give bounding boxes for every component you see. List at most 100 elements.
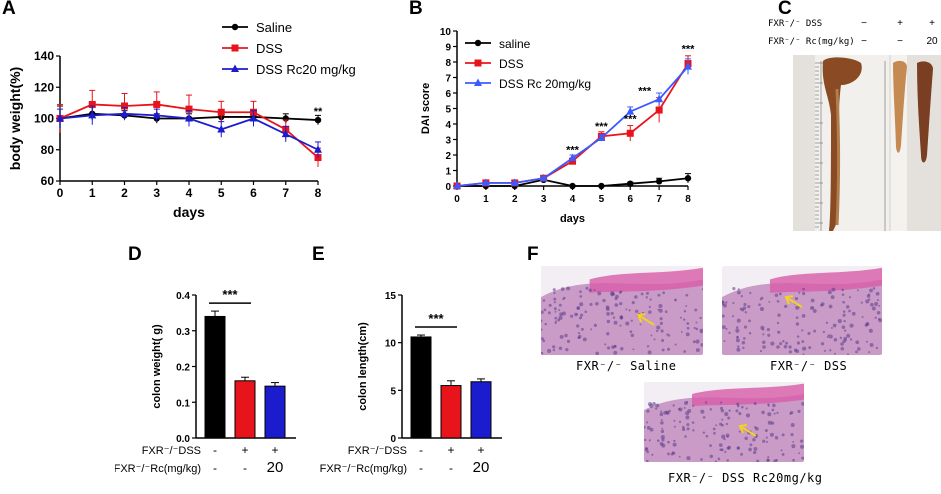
nucleus-dot	[686, 322, 690, 325]
nucleus-dot	[820, 342, 825, 346]
nucleus-dot	[875, 346, 879, 350]
nucleus-dot	[766, 459, 770, 462]
nucleus-dot	[802, 287, 805, 291]
data-point	[684, 62, 692, 70]
histology-dss-drawing	[722, 266, 882, 355]
bar	[204, 315, 226, 439]
muscle-layer	[692, 383, 804, 406]
nucleus-dot	[872, 287, 876, 290]
nucleus-dot	[721, 418, 724, 421]
nucleus-dot	[875, 291, 880, 296]
data-point	[314, 145, 322, 153]
x-tick-label: 3	[541, 194, 547, 205]
photo-row2-val-1: −	[861, 36, 867, 47]
nucleus-dot	[800, 444, 804, 449]
nucleus-dot	[614, 345, 617, 348]
nucleus-dot	[725, 327, 728, 330]
data-point	[597, 133, 606, 141]
nucleus-dot	[629, 330, 633, 334]
nucleus-dot	[849, 323, 854, 328]
nucleus-dot	[579, 316, 583, 320]
nucleus-dot	[868, 298, 871, 301]
data-point	[539, 173, 548, 182]
y-tick-label: 5	[390, 386, 396, 397]
nucleus-dot	[577, 332, 581, 335]
data-point	[626, 107, 635, 115]
nucleus-dot	[776, 345, 780, 349]
nucleus-dot	[735, 338, 740, 343]
panel-letter-c: C	[778, 0, 792, 19]
nucleus-dot	[766, 440, 769, 443]
nucleus-dot	[542, 299, 546, 302]
x-tick-label: 0	[57, 186, 64, 200]
nucleus-dot	[772, 403, 776, 408]
nucleus-dot	[552, 348, 556, 352]
y-tick-label: 7	[445, 74, 451, 85]
nucleus-dot	[790, 423, 795, 428]
nucleus-dot	[846, 305, 850, 309]
nucleus-dot	[792, 441, 795, 443]
x-axis-label: days	[560, 213, 585, 225]
nucleus-dot	[646, 426, 651, 430]
nucleus-dot	[768, 301, 771, 303]
nucleus-dot	[681, 427, 686, 432]
nucleus-dot	[851, 311, 856, 316]
nucleus-dot	[692, 340, 696, 344]
photo-c-labels: FXR⁻/⁻ DSS − + + FXR⁻/⁻ Rc(mg/kg) − − 20	[768, 18, 938, 47]
nucleus-dot	[647, 350, 652, 355]
bar-row2-value: 20	[267, 459, 284, 476]
y-tick-label: 9	[445, 43, 451, 54]
nucleus-dot	[759, 307, 764, 312]
nucleus-dot	[541, 319, 543, 323]
nucleus-dot	[724, 450, 727, 453]
legend-label: DSS Rc20 mg/kg	[256, 62, 356, 77]
nucleus-dot	[736, 335, 739, 339]
nucleus-dot	[685, 293, 689, 297]
nucleus-dot	[767, 412, 772, 417]
nucleus-dot	[840, 346, 845, 351]
nucleus-dot	[558, 309, 561, 312]
nucleus-dot	[849, 338, 853, 341]
nucleus-dot	[667, 452, 670, 456]
nucleus-dot	[865, 299, 870, 304]
nucleus-dot	[833, 337, 838, 342]
nucleus-dot	[584, 310, 588, 314]
nucleus-dot	[657, 293, 661, 297]
nucleus-dot	[548, 303, 552, 307]
chart-b-dai-score: 0 1 2 3 4 5 6 7 8 9 10 0 1 2 3 4 5 6 7 8 days DAI score saline…	[420, 27, 695, 225]
nucleus-dot	[602, 298, 606, 303]
data-point	[626, 129, 634, 137]
nucleus-dot	[661, 438, 665, 442]
nucleus-dot	[830, 295, 835, 300]
y-tick-label: 100	[34, 112, 54, 126]
nucleus-dot	[795, 305, 800, 310]
nucleus-dot	[810, 298, 815, 303]
panel-letter-b: B	[409, 0, 423, 19]
nucleus-dot	[648, 305, 651, 309]
nucleus-dot	[830, 327, 833, 329]
nucleus-dot	[878, 318, 880, 321]
nucleus-dot	[580, 313, 584, 317]
nucleus-dot	[541, 328, 543, 331]
nucleus-dot	[630, 319, 633, 322]
nucleus-dot	[801, 329, 804, 332]
nucleus-dot	[648, 439, 651, 442]
bar-row1-value: +	[241, 443, 248, 457]
nucleus-dot	[657, 308, 660, 311]
nucleus-dot	[785, 341, 788, 345]
nucleus-dot	[874, 316, 877, 319]
nucleus-dot	[769, 432, 774, 437]
nucleus-dot	[661, 348, 665, 352]
nucleus-dot	[823, 349, 826, 352]
nucleus-dot	[634, 309, 639, 313]
bar	[234, 380, 256, 439]
nucleus-dot	[812, 306, 815, 309]
nucleus-dot	[593, 289, 596, 292]
photo-row1-val-1: −	[861, 18, 867, 29]
nucleus-dot	[846, 353, 850, 355]
data-point	[217, 124, 226, 133]
nucleus-dot	[595, 351, 600, 355]
nucleus-dot	[683, 406, 686, 409]
arrow-icon	[739, 425, 757, 437]
nucleus-dot	[753, 450, 757, 455]
